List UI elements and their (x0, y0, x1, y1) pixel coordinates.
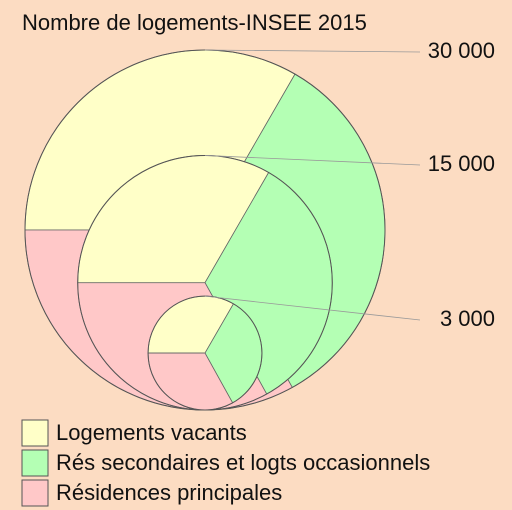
legend-swatch (21, 419, 49, 447)
legend-swatch (21, 449, 49, 477)
size-label: 30 000 (428, 38, 495, 63)
size-label: 3 000 (440, 306, 495, 331)
legend-label: Logements vacants (56, 420, 247, 445)
legend-label: Résidences principales (56, 480, 282, 505)
size-label: 15 000 (428, 151, 495, 176)
legend-title: Nombre de logements-INSEE 2015 (22, 10, 367, 35)
legend-swatch (21, 479, 49, 507)
leader-line (204, 155, 421, 166)
leader-line (204, 49, 421, 53)
legend-label: Rés secondaires et logts occasionnels (56, 450, 430, 475)
leader-line (204, 295, 421, 321)
